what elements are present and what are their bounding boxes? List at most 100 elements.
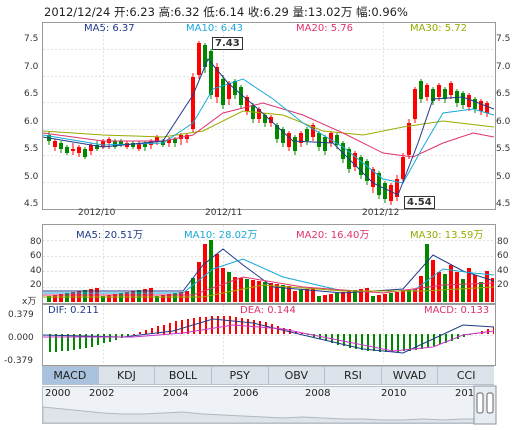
volume-bar bbox=[281, 285, 285, 302]
volume-bar bbox=[341, 292, 345, 302]
candle-body bbox=[335, 135, 339, 145]
tab-boll[interactable]: BOLL bbox=[155, 367, 212, 384]
macd-bar bbox=[169, 323, 171, 334]
year-label: 2000 bbox=[45, 388, 71, 399]
timeline-range-handle[interactable] bbox=[473, 385, 497, 425]
price-ytick-right: 6.0 bbox=[496, 117, 511, 127]
vol-ma5-line bbox=[43, 248, 494, 294]
volume-bar bbox=[365, 288, 369, 302]
vol-ma20: MA20: 16.40万 bbox=[296, 230, 370, 241]
macd-bar bbox=[385, 334, 387, 352]
macd-bar bbox=[205, 317, 207, 334]
macd-bar bbox=[211, 316, 213, 334]
macd-lines bbox=[43, 318, 494, 354]
vol-ytick-left: 60 bbox=[30, 251, 42, 261]
candle-body bbox=[167, 139, 171, 143]
vol-ma10: MA10: 28.02万 bbox=[184, 230, 258, 241]
macd-bar bbox=[217, 316, 219, 334]
macd-bar bbox=[55, 334, 57, 352]
candle-body bbox=[209, 51, 213, 95]
volume-bar bbox=[227, 272, 231, 302]
macd-bar bbox=[181, 320, 183, 334]
macd-histogram bbox=[49, 316, 494, 352]
tab-wvad[interactable]: WVAD bbox=[382, 367, 439, 384]
dif-line bbox=[43, 318, 494, 354]
tab-rsi[interactable]: RSI bbox=[325, 367, 382, 384]
candle-body bbox=[89, 145, 93, 151]
macd-bar bbox=[121, 334, 123, 338]
price-ytick-left: 6.0 bbox=[24, 117, 39, 127]
year-label: 2004 bbox=[163, 388, 189, 399]
macd-bar bbox=[379, 334, 381, 352]
volume-bar bbox=[101, 296, 105, 302]
tab-macd[interactable]: MACD bbox=[42, 367, 99, 384]
macd-bar bbox=[295, 331, 297, 334]
volume-bar bbox=[59, 294, 63, 302]
tab-obv[interactable]: OBV bbox=[269, 367, 326, 384]
candle-body bbox=[449, 83, 453, 95]
close-label: 收: bbox=[247, 5, 264, 19]
candle-body bbox=[401, 157, 405, 179]
price-ytick-left: 5.5 bbox=[24, 144, 39, 154]
candle-body bbox=[443, 89, 447, 99]
macd-bar bbox=[409, 334, 411, 351]
macd-ytick: -0.379 bbox=[4, 356, 34, 366]
volume-bar bbox=[347, 291, 351, 302]
tab-psy[interactable]: PSY bbox=[212, 367, 269, 384]
price-ma5: MA5: 6.37 bbox=[84, 23, 135, 34]
candle-body bbox=[137, 143, 141, 149]
volume-bar bbox=[395, 292, 399, 302]
volume-bar bbox=[449, 265, 453, 302]
volume-bar bbox=[311, 288, 315, 302]
volume-bar bbox=[359, 289, 363, 302]
volume-bar bbox=[251, 280, 255, 302]
candle-body bbox=[425, 85, 429, 97]
tab-cci[interactable]: CCI bbox=[456, 369, 476, 382]
date-label: 2012/11 bbox=[205, 208, 243, 218]
volume-bar bbox=[353, 290, 357, 302]
vol-ytick-right: 80 bbox=[497, 237, 509, 247]
candle-body bbox=[461, 93, 465, 105]
candle-body bbox=[215, 67, 219, 97]
volume-chart bbox=[43, 225, 494, 302]
tab-kdj[interactable]: KDJ bbox=[99, 367, 156, 384]
low-value: 6.14 bbox=[218, 5, 245, 19]
candle-body bbox=[389, 185, 393, 201]
volume-bar bbox=[155, 296, 159, 302]
candle-body bbox=[53, 141, 57, 147]
candle-body bbox=[71, 149, 75, 151]
candle-body bbox=[227, 83, 231, 99]
year-label: 2008 bbox=[305, 388, 331, 399]
date-label: 2012/10 bbox=[78, 208, 116, 218]
candle-body bbox=[65, 147, 69, 153]
candle-body bbox=[269, 117, 273, 123]
macd-bar bbox=[301, 333, 303, 334]
candle-body bbox=[239, 87, 243, 105]
price-ytick-right: 6.5 bbox=[496, 89, 511, 99]
volume-bar bbox=[299, 290, 303, 302]
timeline-navigator[interactable]: 2000 2002 2004 2006 2008 2010 2012 bbox=[42, 385, 497, 425]
macd-bar bbox=[415, 334, 417, 350]
year-label: 2010 bbox=[381, 388, 407, 399]
macd-bar bbox=[223, 316, 225, 334]
vol-ytick-right: 60 bbox=[497, 251, 509, 261]
volume-bar bbox=[455, 272, 459, 302]
macd-bar bbox=[367, 334, 369, 351]
volume-bar bbox=[239, 278, 243, 302]
candle-body bbox=[191, 77, 195, 129]
candle-body bbox=[467, 95, 471, 107]
macd-bar bbox=[283, 328, 285, 334]
candle-body bbox=[173, 139, 177, 143]
candle-body bbox=[359, 157, 363, 175]
volume-unit: x万 bbox=[22, 297, 37, 307]
volume-bar bbox=[479, 282, 483, 302]
macd-bar bbox=[133, 334, 135, 335]
macd-bar bbox=[493, 327, 494, 334]
candle-body bbox=[83, 149, 87, 157]
dea-line bbox=[43, 324, 494, 352]
date-label: 2012/12 bbox=[362, 208, 400, 218]
candle-body bbox=[395, 179, 399, 197]
macd-bar bbox=[67, 334, 69, 351]
candle-body bbox=[329, 133, 333, 143]
ma30-line bbox=[43, 110, 494, 138]
